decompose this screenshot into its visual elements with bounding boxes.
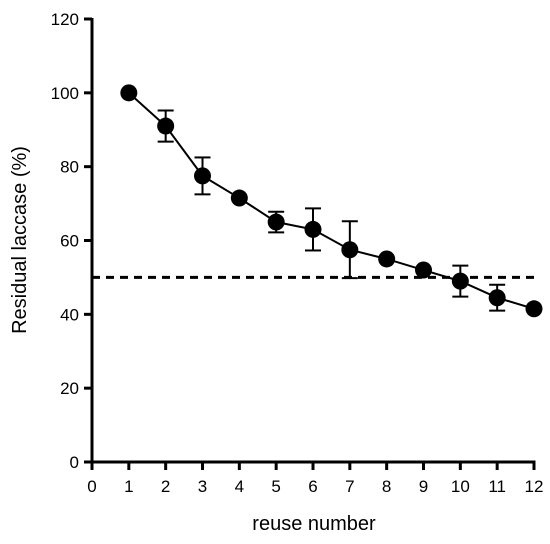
data-point [415, 261, 432, 279]
data-point [157, 117, 175, 135]
data-point [230, 189, 248, 207]
y-tick-label: 0 [70, 453, 79, 472]
data-point [120, 84, 138, 102]
data-points-layer [120, 84, 543, 318]
x-tick-label: 4 [235, 477, 244, 496]
data-point [488, 289, 506, 307]
data-point [194, 167, 211, 185]
x-tick-label: 2 [161, 477, 170, 496]
x-tick-label: 1 [124, 477, 133, 496]
data-point [304, 220, 322, 238]
axes-layer [84, 17, 536, 470]
y-tick-label: 40 [60, 305, 79, 324]
y-tick-label: 100 [51, 84, 79, 103]
x-tick-label: 7 [345, 477, 354, 496]
x-tick-label: 3 [198, 477, 207, 496]
x-tick-label: 11 [488, 477, 506, 496]
x-tick-label: 6 [308, 477, 317, 496]
data-point [341, 241, 359, 259]
x-tick-label: 9 [419, 477, 428, 496]
x-axis-title: reuse number [252, 513, 376, 535]
data-point [267, 213, 285, 231]
x-tick-label: 0 [87, 477, 96, 496]
data-point [525, 300, 543, 318]
x-tick-label: 12 [525, 477, 544, 496]
y-tick-label: 20 [60, 379, 79, 398]
x-tick-label: 8 [382, 477, 391, 496]
x-tick-label: 10 [451, 477, 470, 496]
y-tick-label: 120 [51, 10, 79, 29]
y-tick-label: 60 [60, 232, 79, 251]
y-axis-title: Residual laccase (%) [9, 146, 31, 334]
data-point [451, 272, 469, 290]
x-tick-label: 5 [271, 477, 280, 496]
data-point [378, 250, 396, 268]
y-tick-label: 80 [60, 158, 79, 177]
